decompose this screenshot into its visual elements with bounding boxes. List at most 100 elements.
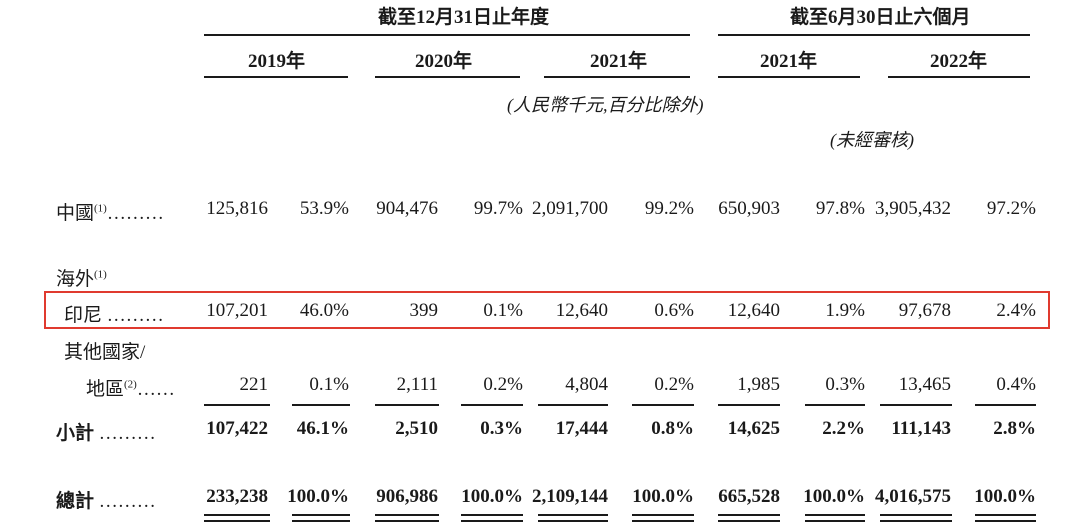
subtotal-2020-pct: 0.3% <box>480 418 523 439</box>
subtotal-2021h1-amount: 14,625 <box>727 418 780 439</box>
row-label-indonesia-text: 印尼 <box>64 305 103 326</box>
row-label-other-dots: …… <box>136 379 175 400</box>
total-double-rule-2020-amount <box>375 514 439 522</box>
header-group-year: 截至12月31日止年度 <box>378 7 550 28</box>
row-label-overseas: 海外(1) <box>56 264 107 291</box>
china-2021-amount: 2,091,700 <box>532 198 608 219</box>
total-2021-pct: 100.0% <box>632 486 694 507</box>
other-2021h1-pct: 0.3% <box>825 374 865 395</box>
total-double-rule-2019-pct <box>292 514 350 522</box>
china-2021h1-pct: 97.8% <box>815 198 865 219</box>
year-header-2021-h1: 2021年 <box>760 51 818 72</box>
total-double-rule-2021-pct <box>632 514 694 522</box>
total-2021h1-pct: 100.0% <box>803 486 865 507</box>
year-rule-2019 <box>204 76 348 78</box>
subtotal-rule-2022h1-amount <box>880 404 952 406</box>
subtotal-2020-amount: 2,510 <box>395 418 438 439</box>
china-2019-pct: 53.9% <box>299 198 349 219</box>
row-label-indonesia: 印尼 ……… <box>64 300 164 327</box>
other-2019-amount: 221 <box>239 374 269 395</box>
total-double-rule-2019-amount <box>204 514 270 522</box>
total-2020-amount: 906,986 <box>376 486 438 507</box>
other-2022h1-amount: 13,465 <box>898 374 951 395</box>
other-2019-pct: 0.1% <box>309 374 349 395</box>
subtotal-2021-pct: 0.8% <box>651 418 694 439</box>
row-label-other-text: 地區 <box>86 379 125 400</box>
row-label-subtotal: 小計 ……… <box>56 418 156 445</box>
header-group-half: 截至6月30日止六個月 <box>790 7 971 28</box>
header-group-year-rule <box>204 34 690 36</box>
indonesia-2022h1-pct: 2.4% <box>996 300 1036 321</box>
total-2021h1-amount: 665,528 <box>718 486 780 507</box>
subtotal-2022h1-amount: 111,143 <box>891 418 951 439</box>
unit-note: (人民幣千元,百分比除外) <box>507 95 704 115</box>
total-2022h1-amount: 4,016,575 <box>875 486 951 507</box>
subtotal-2019-pct: 46.1% <box>296 418 349 439</box>
total-2020-pct: 100.0% <box>461 486 523 507</box>
indonesia-2021-pct: 0.6% <box>654 300 694 321</box>
total-double-rule-2021-amount <box>538 514 608 522</box>
row-label-total-text: 總計 <box>56 491 95 512</box>
year-rule-2021-h1 <box>718 76 860 78</box>
other-2022h1-pct: 0.4% <box>996 374 1036 395</box>
other-2020-pct: 0.2% <box>483 374 523 395</box>
year-rule-2022-h1 <box>888 76 1030 78</box>
china-2020-amount: 904,476 <box>376 198 438 219</box>
total-2021-amount: 2,109,144 <box>532 486 608 507</box>
other-2020-amount: 2,111 <box>396 374 438 395</box>
row-label-indonesia-dots: ……… <box>106 305 164 326</box>
china-2021-pct: 99.2% <box>644 198 694 219</box>
subtotal-2022h1-pct: 2.8% <box>993 418 1036 439</box>
indonesia-2021h1-pct: 1.9% <box>825 300 865 321</box>
row-label-total-dots: ……… <box>98 491 156 512</box>
row-label-other-line1: 其他國家/ <box>64 342 146 363</box>
china-2022h1-amount: 3,905,432 <box>875 198 951 219</box>
header-group-half-rule <box>718 34 1030 36</box>
indonesia-2020-pct: 0.1% <box>483 300 523 321</box>
subtotal-rule-2022h1-pct <box>975 404 1036 406</box>
other-2021h1-amount: 1,985 <box>737 374 780 395</box>
row-label-other-line2: 地區(2)…… <box>86 374 175 401</box>
row-label-overseas-sup: (1) <box>94 268 107 281</box>
subtotal-rule-2020-pct <box>461 404 523 406</box>
china-2020-pct: 99.7% <box>473 198 523 219</box>
china-2019-amount: 125,816 <box>206 198 268 219</box>
total-double-rule-2021h1-pct <box>805 514 865 522</box>
indonesia-2021-amount: 12,640 <box>555 300 608 321</box>
subtotal-2021h1-pct: 2.2% <box>822 418 865 439</box>
total-double-rule-2020-pct <box>461 514 523 522</box>
row-label-china: 中國(1)……… <box>56 198 164 225</box>
year-header-2019: 2019年 <box>248 51 306 72</box>
subtotal-rule-2021h1-pct <box>805 404 865 406</box>
indonesia-2020-amount: 399 <box>409 300 439 321</box>
row-label-total: 總計 ……… <box>56 486 156 513</box>
subtotal-rule-2019-pct <box>292 404 350 406</box>
subtotal-rule-2019-amount <box>204 404 270 406</box>
total-2022h1-pct: 100.0% <box>974 486 1036 507</box>
china-2021h1-amount: 650,903 <box>718 198 780 219</box>
row-label-china-text: 中國 <box>56 203 95 224</box>
indonesia-2019-pct: 46.0% <box>299 300 349 321</box>
subtotal-2019-amount: 107,422 <box>206 418 268 439</box>
subtotal-2021-amount: 17,444 <box>555 418 608 439</box>
year-rule-2021 <box>544 76 690 78</box>
china-2022h1-pct: 97.2% <box>986 198 1036 219</box>
indonesia-2022h1-amount: 97,678 <box>898 300 951 321</box>
total-double-rule-2021h1-amount <box>718 514 780 522</box>
year-header-2020: 2020年 <box>415 51 473 72</box>
year-header-2022-h1: 2022年 <box>930 51 988 72</box>
other-2021-amount: 4,804 <box>565 374 608 395</box>
row-label-subtotal-text: 小計 <box>56 423 95 444</box>
row-label-subtotal-dots: ……… <box>98 423 156 444</box>
total-2019-pct: 100.0% <box>287 486 349 507</box>
year-rule-2020 <box>375 76 520 78</box>
total-2019-amount: 233,238 <box>206 486 268 507</box>
indonesia-2021h1-amount: 12,640 <box>727 300 780 321</box>
total-double-rule-2022h1-amount <box>880 514 952 522</box>
row-label-other-sup: (2) <box>124 378 137 391</box>
subtotal-rule-2021h1-amount <box>718 404 780 406</box>
indonesia-row-highlight <box>44 291 1050 329</box>
row-label-china-dots: ……… <box>106 203 164 224</box>
unaudited-note: (未經審核) <box>830 130 914 150</box>
subtotal-rule-2021-amount <box>538 404 608 406</box>
